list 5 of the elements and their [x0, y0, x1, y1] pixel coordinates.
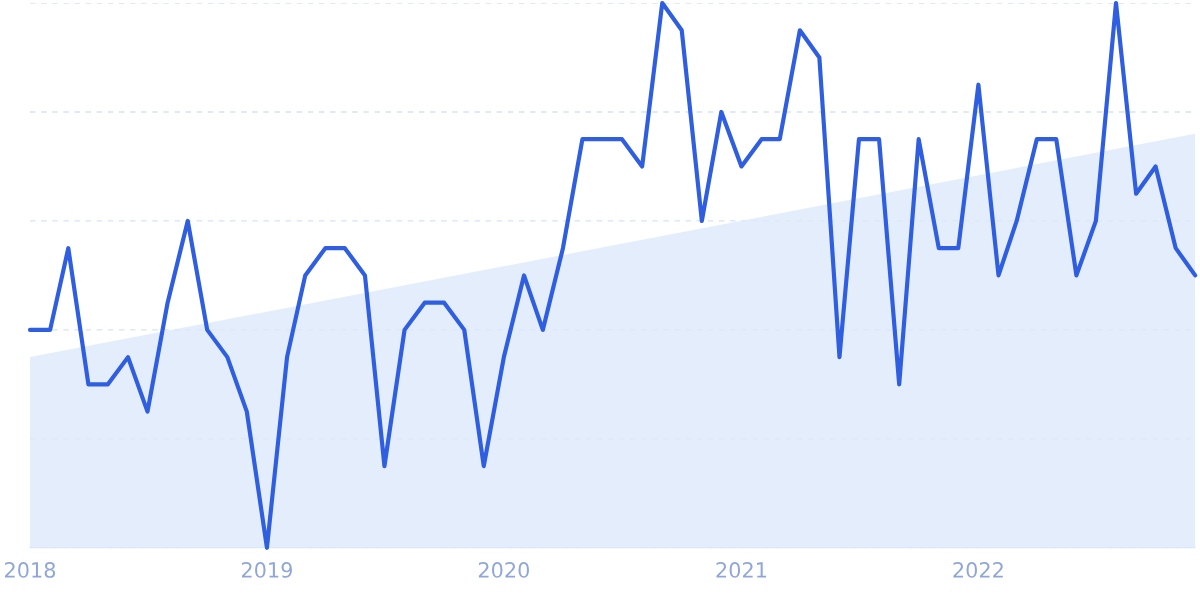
x-tick-label: 2020: [478, 562, 529, 578]
x-tick-label: 2019: [241, 562, 292, 578]
x-tick-label: 2022: [953, 562, 1003, 578]
x-tick-label: 2021: [716, 562, 767, 578]
x-tick-label: 2018: [5, 562, 56, 578]
